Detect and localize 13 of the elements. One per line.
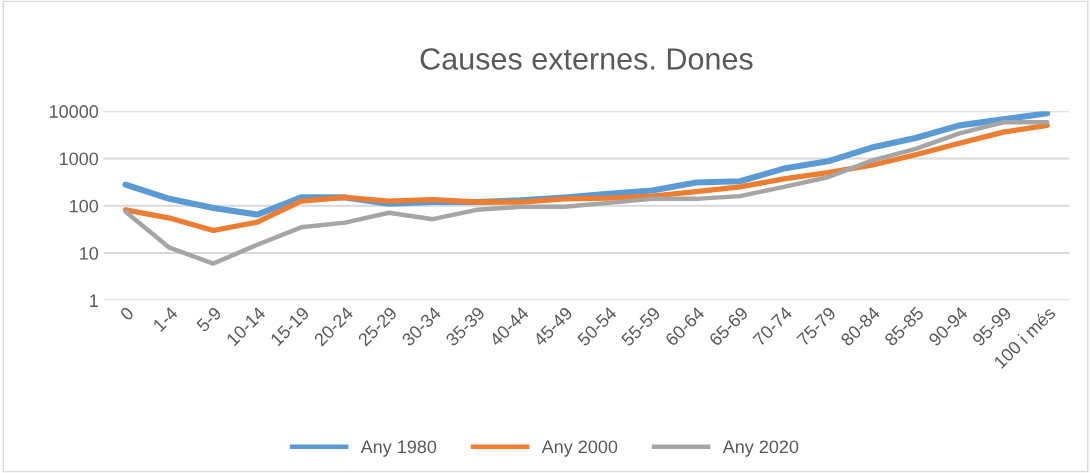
legend-label: Any 2020 <box>722 440 799 457</box>
legend-label: Any 1980 <box>360 440 437 457</box>
chart-title: Causes externes. Dones <box>420 48 753 70</box>
y-tick-label: 100 <box>70 199 99 213</box>
y-tick-label: 10 <box>80 246 99 260</box>
y-tick-label: 1 <box>90 294 98 307</box>
line-series <box>123 120 1050 266</box>
legend-label: Any 2000 <box>541 440 618 457</box>
x-tick-label: 0 <box>119 306 135 322</box>
y-tick-label: 10000 <box>49 105 99 118</box>
y-tick-label: 1000 <box>60 152 99 166</box>
x-tick-label: 1-4 <box>152 306 179 332</box>
x-tick-label: 5-9 <box>195 306 223 333</box>
